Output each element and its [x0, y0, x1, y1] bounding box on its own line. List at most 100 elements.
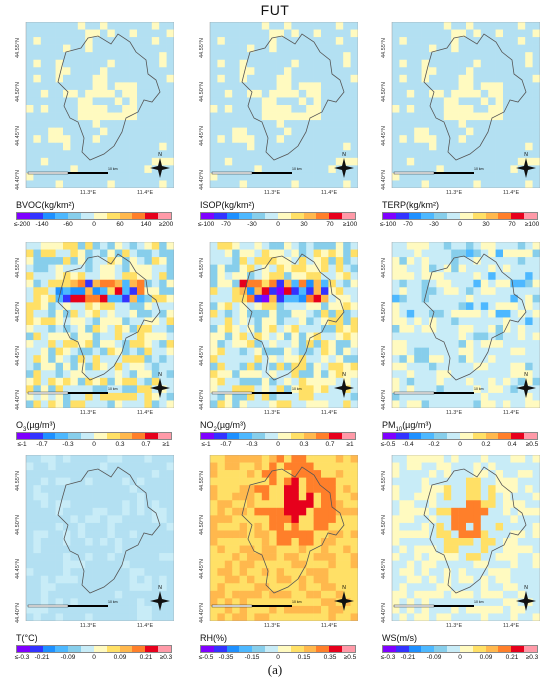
colorbar-swatch [93, 213, 107, 219]
grid-cell [55, 157, 64, 166]
grid-cell [224, 150, 233, 159]
grid-cell [406, 44, 415, 53]
grid-cell [232, 370, 240, 379]
grid-cell [298, 500, 307, 509]
grid-cell [254, 560, 263, 569]
grid-cell [473, 545, 482, 554]
colorbar [16, 432, 172, 440]
grid-cell [399, 522, 408, 531]
grid-cell [466, 309, 474, 318]
grid-cell [217, 598, 226, 607]
grid-cell [525, 272, 533, 281]
grid-cell [92, 67, 101, 76]
grid-cell [33, 165, 42, 174]
grid-cell [224, 455, 233, 463]
grid-cell [458, 553, 467, 561]
grid-cell [306, 309, 314, 318]
grid-cell [291, 287, 300, 296]
grid-cell [85, 462, 93, 471]
grid-cell [85, 317, 93, 326]
grid-cell [159, 553, 167, 561]
grid-cell [151, 553, 160, 561]
grid-cell [429, 29, 437, 38]
grid-cell [480, 400, 489, 408]
grid-cell [92, 560, 101, 569]
map-panel-o3: 10 km N 44.55°N 44.50°N 44.45°N 44.40°N 11.3°E… [14, 242, 180, 448]
grid-cell [517, 325, 526, 333]
grid-cell [48, 22, 56, 30]
grid-cell [298, 590, 307, 599]
grid-cell [436, 362, 445, 371]
scale-label: 10 km [108, 387, 118, 391]
grid-cell [269, 400, 277, 408]
grid-cell [466, 385, 474, 394]
grid-cell [321, 97, 329, 106]
grid-cell [517, 180, 526, 188]
grid-cell [443, 590, 452, 599]
grid-cell [232, 29, 240, 38]
grid-cell [399, 105, 408, 113]
grid-cell [77, 530, 86, 539]
grid-cell [350, 583, 358, 592]
grid-cell [532, 135, 540, 144]
grid-cell [406, 37, 415, 45]
grid-cell [284, 362, 292, 371]
grid-cell [107, 317, 116, 326]
colorbar-tick-label: 0 [92, 441, 96, 448]
grid-cell [210, 294, 218, 303]
colorbar-tick-label: -0.2 [428, 441, 440, 448]
grid-cell [166, 127, 174, 136]
grid-cell [100, 302, 108, 311]
grid-cell [510, 29, 519, 38]
grid-cell [480, 272, 489, 281]
grid-cell [261, 302, 270, 311]
grid-cell [254, 553, 263, 561]
grid-cell [298, 309, 307, 318]
grid-cell [100, 485, 108, 494]
grid-cell [77, 150, 86, 159]
grid-cell [239, 309, 248, 318]
grid-cell [306, 568, 314, 577]
grid-cell [488, 302, 496, 311]
grid-cell [284, 67, 292, 76]
colorbar-swatch [158, 213, 171, 219]
grid-cell [466, 105, 474, 113]
grid-cell [217, 317, 226, 326]
colorbar-tick-label: ≤-0.3 [380, 654, 396, 661]
grid-cell [421, 515, 430, 524]
grid-cell [159, 74, 167, 83]
grid-cell [137, 120, 145, 128]
grid-cell [284, 180, 292, 188]
grid-cell [421, 157, 430, 166]
grid-cell [269, 52, 277, 61]
grid-cell [63, 309, 71, 318]
grid-cell [217, 392, 226, 401]
grid-cell [517, 317, 526, 326]
grid-cell [399, 568, 408, 577]
grid-cell [436, 287, 445, 296]
grid-cell [33, 340, 42, 348]
grid-cell [399, 507, 408, 516]
grid-cell [269, 553, 277, 561]
grid-cell [313, 67, 322, 76]
variable-unit: (kg/km²) [41, 200, 75, 210]
grid-cell [532, 347, 540, 356]
grid-cell [26, 598, 34, 607]
grid-cell [466, 332, 474, 341]
colorbar-tick-label: 0.7 [141, 441, 151, 448]
grid-cell [510, 392, 519, 401]
grid-cell [92, 485, 101, 494]
grid-cell [232, 362, 240, 371]
grid-cell [269, 272, 277, 281]
grid-cell [269, 82, 277, 91]
grid-cell [406, 74, 415, 83]
grid-cell [129, 598, 138, 607]
grid-cell [443, 455, 452, 463]
grid-cell [232, 470, 240, 478]
grid-cell [77, 89, 86, 98]
grid-cell [503, 82, 511, 91]
grid-cell [254, 249, 263, 258]
grid-cell [114, 317, 123, 326]
grid-cell [495, 44, 504, 53]
map-panel-terp: 10 km N 44.55°N 44.50°N 44.45°N 44.40°N 11.3°E… [380, 22, 546, 228]
